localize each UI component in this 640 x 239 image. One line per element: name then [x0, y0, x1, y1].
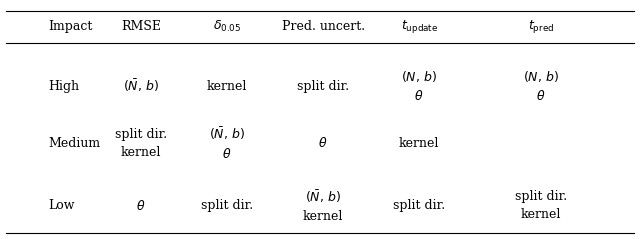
Text: RMSE: RMSE: [121, 20, 161, 33]
Text: kernel: kernel: [399, 137, 440, 150]
Text: $(N,\, b)$
$\theta$: $(N,\, b)$ $\theta$: [401, 69, 437, 103]
Text: $(\bar{N},\, b)$
$\theta$: $(\bar{N},\, b)$ $\theta$: [209, 125, 245, 161]
Text: $(N,\, b)$
$\theta$: $(N,\, b)$ $\theta$: [523, 69, 559, 103]
Text: High: High: [48, 80, 79, 92]
Text: $\delta_{0.05}$: $\delta_{0.05}$: [213, 19, 241, 34]
Text: split dir.: split dir.: [297, 80, 349, 92]
Text: split dir.
kernel: split dir. kernel: [115, 128, 167, 159]
Text: Pred. uncert.: Pred. uncert.: [282, 20, 365, 33]
Text: $(\bar{N},\, b)$
kernel: $(\bar{N},\, b)$ kernel: [303, 188, 344, 223]
Text: $\theta$: $\theta$: [319, 136, 328, 150]
Text: $\theta$: $\theta$: [136, 199, 145, 212]
Text: $t_{\mathrm{update}}$: $t_{\mathrm{update}}$: [401, 18, 438, 35]
Text: $t_{\mathrm{pred}}$: $t_{\mathrm{pred}}$: [527, 18, 554, 35]
Text: split dir.
kernel: split dir. kernel: [515, 190, 567, 221]
Text: split dir.: split dir.: [201, 199, 253, 212]
Text: split dir.: split dir.: [393, 199, 445, 212]
Text: Impact: Impact: [48, 20, 92, 33]
Text: Medium: Medium: [48, 137, 100, 150]
Text: kernel: kernel: [207, 80, 248, 92]
Text: Low: Low: [48, 199, 74, 212]
Text: $(\bar{N},\, b)$: $(\bar{N},\, b)$: [123, 78, 159, 94]
